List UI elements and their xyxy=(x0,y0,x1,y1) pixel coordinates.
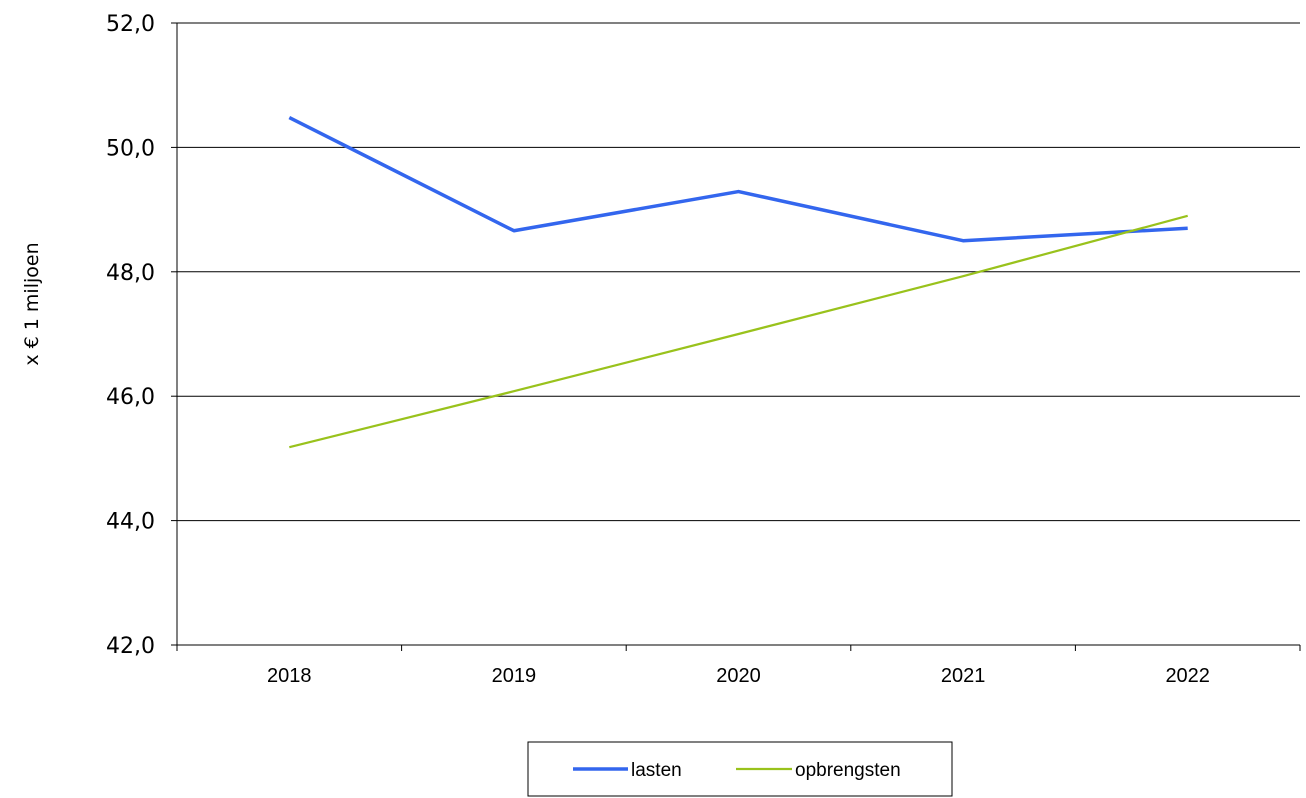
y-tick-label: 52,0 xyxy=(106,12,155,37)
x-tick-label: 2022 xyxy=(1165,665,1210,687)
series-layer xyxy=(288,115,1188,449)
legend-label-lasten: lasten xyxy=(631,760,682,781)
y-tick-labels: 42,0 44,0 46,0 48,0 50,0 52,0 xyxy=(106,12,177,659)
y-tick-label: 44,0 xyxy=(106,510,155,535)
x-tick-label: 2021 xyxy=(941,665,986,687)
legend-label-opbrengsten: opbrengsten xyxy=(795,760,901,781)
y-axis-title: x € 1 miljoen xyxy=(21,242,43,365)
series-line-opbrengsten xyxy=(289,214,1188,449)
x-tick-label: 2019 xyxy=(492,665,537,687)
y-tick-label: 48,0 xyxy=(106,261,155,286)
legend: lasten opbrengsten xyxy=(527,741,953,797)
x-tick-label: 2018 xyxy=(267,665,312,687)
y-tick-label: 50,0 xyxy=(106,136,155,161)
series-line-lasten xyxy=(288,115,1188,243)
gridlines xyxy=(177,22,1300,522)
x-tick-labels: 2018 2019 2020 2021 2022 xyxy=(176,645,1301,687)
y-tick-label: 42,0 xyxy=(106,634,155,659)
x-tick-label: 2020 xyxy=(716,665,761,687)
axes xyxy=(176,23,1300,646)
y-tick-label: 46,0 xyxy=(106,385,155,410)
